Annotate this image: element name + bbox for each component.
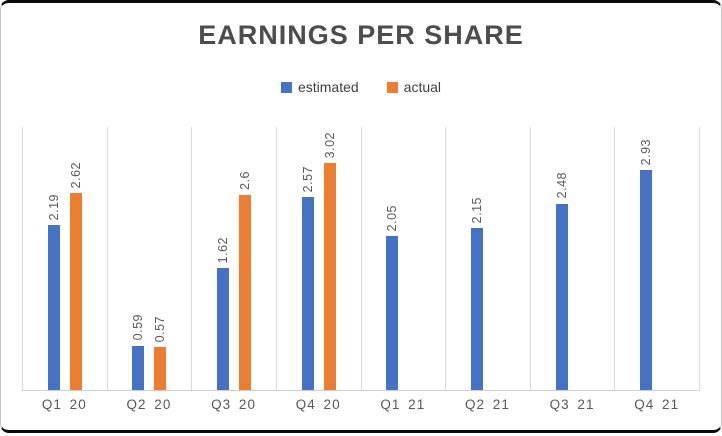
category-group-q4-21: 2.93 [614, 127, 699, 390]
value-label: 3.02 [322, 131, 337, 159]
bar-slot-actual: 0.57 [153, 127, 167, 390]
bar-slot-actual [493, 127, 505, 390]
x-axis-label: Q3 21 [549, 397, 595, 412]
bar-slot-actual [662, 127, 674, 390]
legend-label-actual: actual [403, 79, 442, 95]
value-label: 2.6 [238, 170, 253, 190]
value-label: 2.05 [385, 204, 400, 231]
bar-actual: 3.02 [323, 132, 337, 390]
bar-actual: 0.57 [153, 316, 167, 390]
bar-slot-estimated: 2.57 [301, 127, 315, 390]
x-axis-label: Q3 20 [211, 397, 256, 412]
bar-slot-actual: 2.6 [238, 127, 252, 390]
x-axis-label: Q4 21 [634, 397, 680, 412]
bar-estimated: 2.57 [301, 166, 315, 390]
legend: estimated actual [0, 79, 722, 95]
value-label: 0.59 [131, 314, 146, 341]
x-axis-label: Q1 20 [41, 397, 87, 412]
bar-estimated: 2.93 [639, 139, 653, 390]
bar-actual: 2.62 [69, 162, 83, 390]
category-group-q3-21: 2.48 [529, 127, 615, 390]
category-group-q1-20: 2.19 2.62 [22, 127, 107, 390]
bar-slot-actual: 2.62 [69, 127, 83, 390]
value-label: 2.48 [554, 172, 569, 199]
bar-slot-estimated: 2.93 [639, 127, 653, 390]
plot-area: 2.19 2.62 0.59 0.57 1.62 2.6 2.57 3.02 2.05 2.15 2… [22, 127, 700, 391]
value-label: 2.19 [46, 194, 61, 221]
bar-slot-estimated: 2.05 [385, 127, 399, 390]
value-label: 2.93 [639, 138, 654, 165]
bar-slot-estimated: 0.59 [131, 127, 145, 390]
legend-item-actual: actual [386, 79, 442, 95]
category-group-q1-21: 2.05 [360, 127, 446, 390]
legend-label-estimated: estimated [297, 79, 359, 95]
x-axis-label: Q2 21 [465, 397, 510, 412]
value-label: 1.62 [216, 236, 231, 264]
bar-slot-actual: 3.02 [323, 127, 337, 390]
bar-estimated: 1.62 [216, 237, 230, 390]
bar-slot-actual [578, 127, 590, 390]
x-axis-label: Q4 20 [295, 397, 341, 412]
bar-estimated: 0.59 [131, 314, 145, 390]
category-group-q4-20: 2.57 3.02 [275, 127, 361, 390]
x-axis-label: Q1 21 [380, 397, 426, 412]
bar-actual: 2.6 [238, 171, 252, 390]
value-label: 2.15 [469, 197, 484, 224]
legend-swatch-actual [386, 81, 398, 93]
x-axis-label: Q2 20 [126, 397, 172, 412]
bar-estimated: 2.05 [385, 205, 399, 390]
bar-slot-estimated: 1.62 [216, 127, 230, 390]
x-axis: Q1 20 Q2 20 Q3 20 Q4 20 Q1 21 Q2 21 Q3 21 Q4 21 [22, 397, 699, 412]
bar-slot-estimated: 2.19 [47, 127, 61, 390]
bar-estimated: 2.15 [470, 197, 484, 390]
chart-title: EARNINGS PER SHARE [198, 20, 524, 50]
value-label: 2.57 [300, 165, 315, 192]
bar-slot-actual [408, 127, 420, 390]
legend-item-estimated: estimated [280, 79, 359, 95]
bar-slot-estimated: 2.15 [470, 127, 484, 390]
bar-estimated: 2.19 [47, 194, 61, 390]
legend-swatch-estimated [280, 81, 292, 93]
value-label: 0.57 [153, 315, 168, 343]
category-group-q3-20: 1.62 2.6 [191, 127, 276, 390]
bar-estimated: 2.48 [555, 172, 569, 390]
category-group-q2-21: 2.15 [445, 127, 530, 390]
category-group-q2-20: 0.59 0.57 [106, 127, 192, 390]
value-label: 2.62 [68, 161, 83, 189]
bar-slot-estimated: 2.48 [555, 127, 569, 390]
